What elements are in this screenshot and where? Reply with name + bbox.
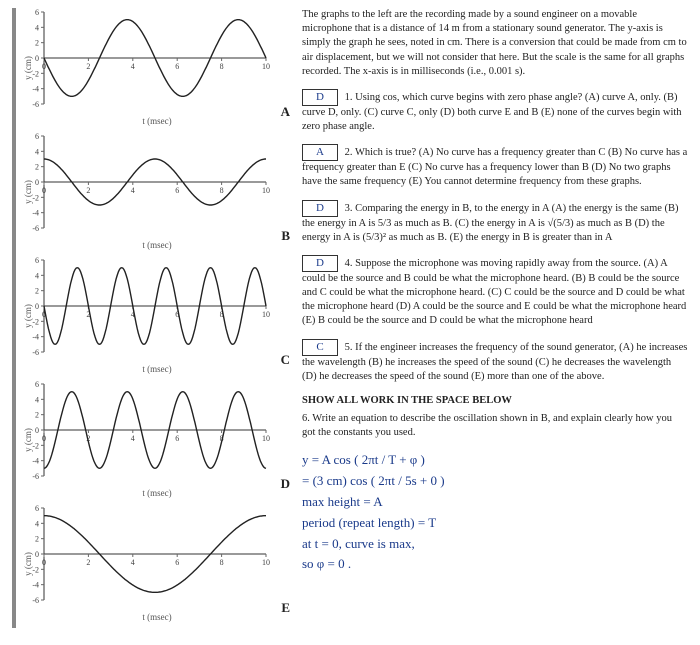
intro-paragraph: The graphs to the left are the recording… [302, 8, 688, 79]
svg-text:-6: -6 [32, 472, 39, 481]
svg-text:2: 2 [86, 186, 90, 195]
q1-num: 1. [345, 92, 353, 103]
svg-text:10: 10 [262, 558, 270, 567]
svg-text:6: 6 [175, 186, 179, 195]
svg-text:2: 2 [86, 62, 90, 71]
svg-text:0: 0 [35, 426, 39, 435]
svg-text:2: 2 [35, 163, 39, 172]
svg-text:0: 0 [42, 434, 46, 443]
svg-text:6: 6 [175, 558, 179, 567]
svg-text:-2: -2 [32, 317, 39, 326]
svg-text:2: 2 [35, 535, 39, 544]
svg-text:8: 8 [220, 186, 224, 195]
svg-text:6: 6 [35, 8, 39, 17]
svg-text:10: 10 [262, 62, 270, 71]
svg-text:4: 4 [131, 186, 135, 195]
svg-text:2: 2 [35, 287, 39, 296]
svg-text:-4: -4 [32, 333, 39, 342]
q5-text: If the engineer increases the frequency … [302, 341, 687, 381]
svg-text:0: 0 [35, 178, 39, 187]
svg-text:4: 4 [35, 147, 39, 156]
hand-line-4: period (repeat length) = T [302, 513, 688, 534]
svg-text:0: 0 [35, 550, 39, 559]
svg-text:0: 0 [42, 62, 46, 71]
q4-text: Suppose the microphone was moving rapidl… [302, 258, 686, 327]
hand-line-5: at t = 0, curve is max, [302, 534, 688, 555]
svg-text:-2: -2 [32, 441, 39, 450]
show-work-heading: SHOW ALL WORK IN THE SPACE BELOW [302, 394, 688, 408]
q2-num: 2. [345, 147, 353, 158]
svg-text:-6: -6 [32, 224, 39, 233]
svg-text:0: 0 [35, 54, 39, 63]
svg-text:6: 6 [35, 380, 39, 389]
hand-line-1: y = A cos ( 2πt / T + φ ) [302, 450, 688, 471]
svg-text:-4: -4 [32, 581, 39, 590]
svg-text:6: 6 [175, 62, 179, 71]
svg-text:10: 10 [262, 310, 270, 319]
answer-box-2: A [302, 144, 338, 161]
q3-text: Comparing the energy in B, to the energy… [302, 202, 679, 242]
q3-num: 3. [345, 202, 353, 213]
svg-text:2: 2 [86, 558, 90, 567]
svg-text:-2: -2 [32, 193, 39, 202]
hand-line-2: = (3 cm) cos ( 2πt / 5s + 0 ) [302, 471, 688, 492]
svg-text:-2: -2 [32, 69, 39, 78]
question-6: 6. Write an equation to describe the osc… [302, 412, 688, 440]
svg-text:6: 6 [35, 256, 39, 265]
q1-text: Using cos, which curve begins with zero … [302, 92, 682, 132]
q4-num: 4. [345, 258, 353, 269]
svg-text:8: 8 [220, 558, 224, 567]
hand-line-3: max height = A [302, 492, 688, 513]
answer-box-4: D [302, 255, 338, 272]
svg-text:0: 0 [42, 186, 46, 195]
svg-text:-2: -2 [32, 565, 39, 574]
question-4: D 4. Suppose the microphone was moving r… [302, 255, 688, 329]
q5-num: 5. [345, 341, 353, 352]
svg-text:-4: -4 [32, 457, 39, 466]
graph-B: y (cm)6420-2-4-60246810t (msec)B [22, 132, 292, 252]
svg-text:4: 4 [35, 23, 39, 32]
svg-text:4: 4 [35, 395, 39, 404]
svg-text:4: 4 [35, 519, 39, 528]
graphs-column: y (cm)6420-2-4-60246810t (msec)A y (cm)6… [22, 8, 292, 628]
svg-text:6: 6 [35, 504, 39, 513]
svg-text:6: 6 [175, 434, 179, 443]
svg-text:4: 4 [35, 271, 39, 280]
hand-line-6: so φ = 0 . [302, 554, 688, 575]
graph-C: y (cm)6420-2-4-60246810t (msec)C [22, 256, 292, 376]
answer-box-3: D [302, 200, 338, 217]
question-3: D 3. Comparing the energy in B, to the e… [302, 200, 688, 245]
question-2: A 2. Which is true? (A) No curve has a f… [302, 144, 688, 189]
svg-text:4: 4 [131, 62, 135, 71]
graph-E: y (cm)6420-2-4-60246810t (msec)E [22, 504, 292, 624]
graph-D: y (cm)6420-2-4-60246810t (msec)D [22, 380, 292, 500]
q2-text: Which is true? (A) No curve has a freque… [302, 147, 687, 187]
svg-text:4: 4 [131, 434, 135, 443]
svg-text:8: 8 [220, 62, 224, 71]
svg-text:-4: -4 [32, 209, 39, 218]
svg-text:4: 4 [131, 558, 135, 567]
svg-text:10: 10 [262, 186, 270, 195]
svg-text:-4: -4 [32, 85, 39, 94]
answer-box-1: D [302, 89, 338, 106]
svg-text:6: 6 [35, 132, 39, 141]
svg-text:2: 2 [35, 39, 39, 48]
graph-A: y (cm)6420-2-4-60246810t (msec)A [22, 8, 292, 128]
worksheet-page: y (cm)6420-2-4-60246810t (msec)A y (cm)6… [12, 8, 688, 628]
question-5: C 5. If the engineer increases the frequ… [302, 339, 688, 384]
handwritten-work: y = A cos ( 2πt / T + φ ) = (3 cm) cos (… [302, 450, 688, 575]
question-1: D 1. Using cos, which curve begins with … [302, 89, 688, 134]
svg-text:-6: -6 [32, 348, 39, 357]
svg-text:2: 2 [35, 411, 39, 420]
answer-box-5: C [302, 339, 338, 356]
svg-text:0: 0 [42, 558, 46, 567]
text-column: The graphs to the left are the recording… [302, 8, 688, 628]
svg-text:-6: -6 [32, 100, 39, 109]
svg-text:0: 0 [35, 302, 39, 311]
svg-text:10: 10 [262, 434, 270, 443]
svg-text:-6: -6 [32, 596, 39, 605]
